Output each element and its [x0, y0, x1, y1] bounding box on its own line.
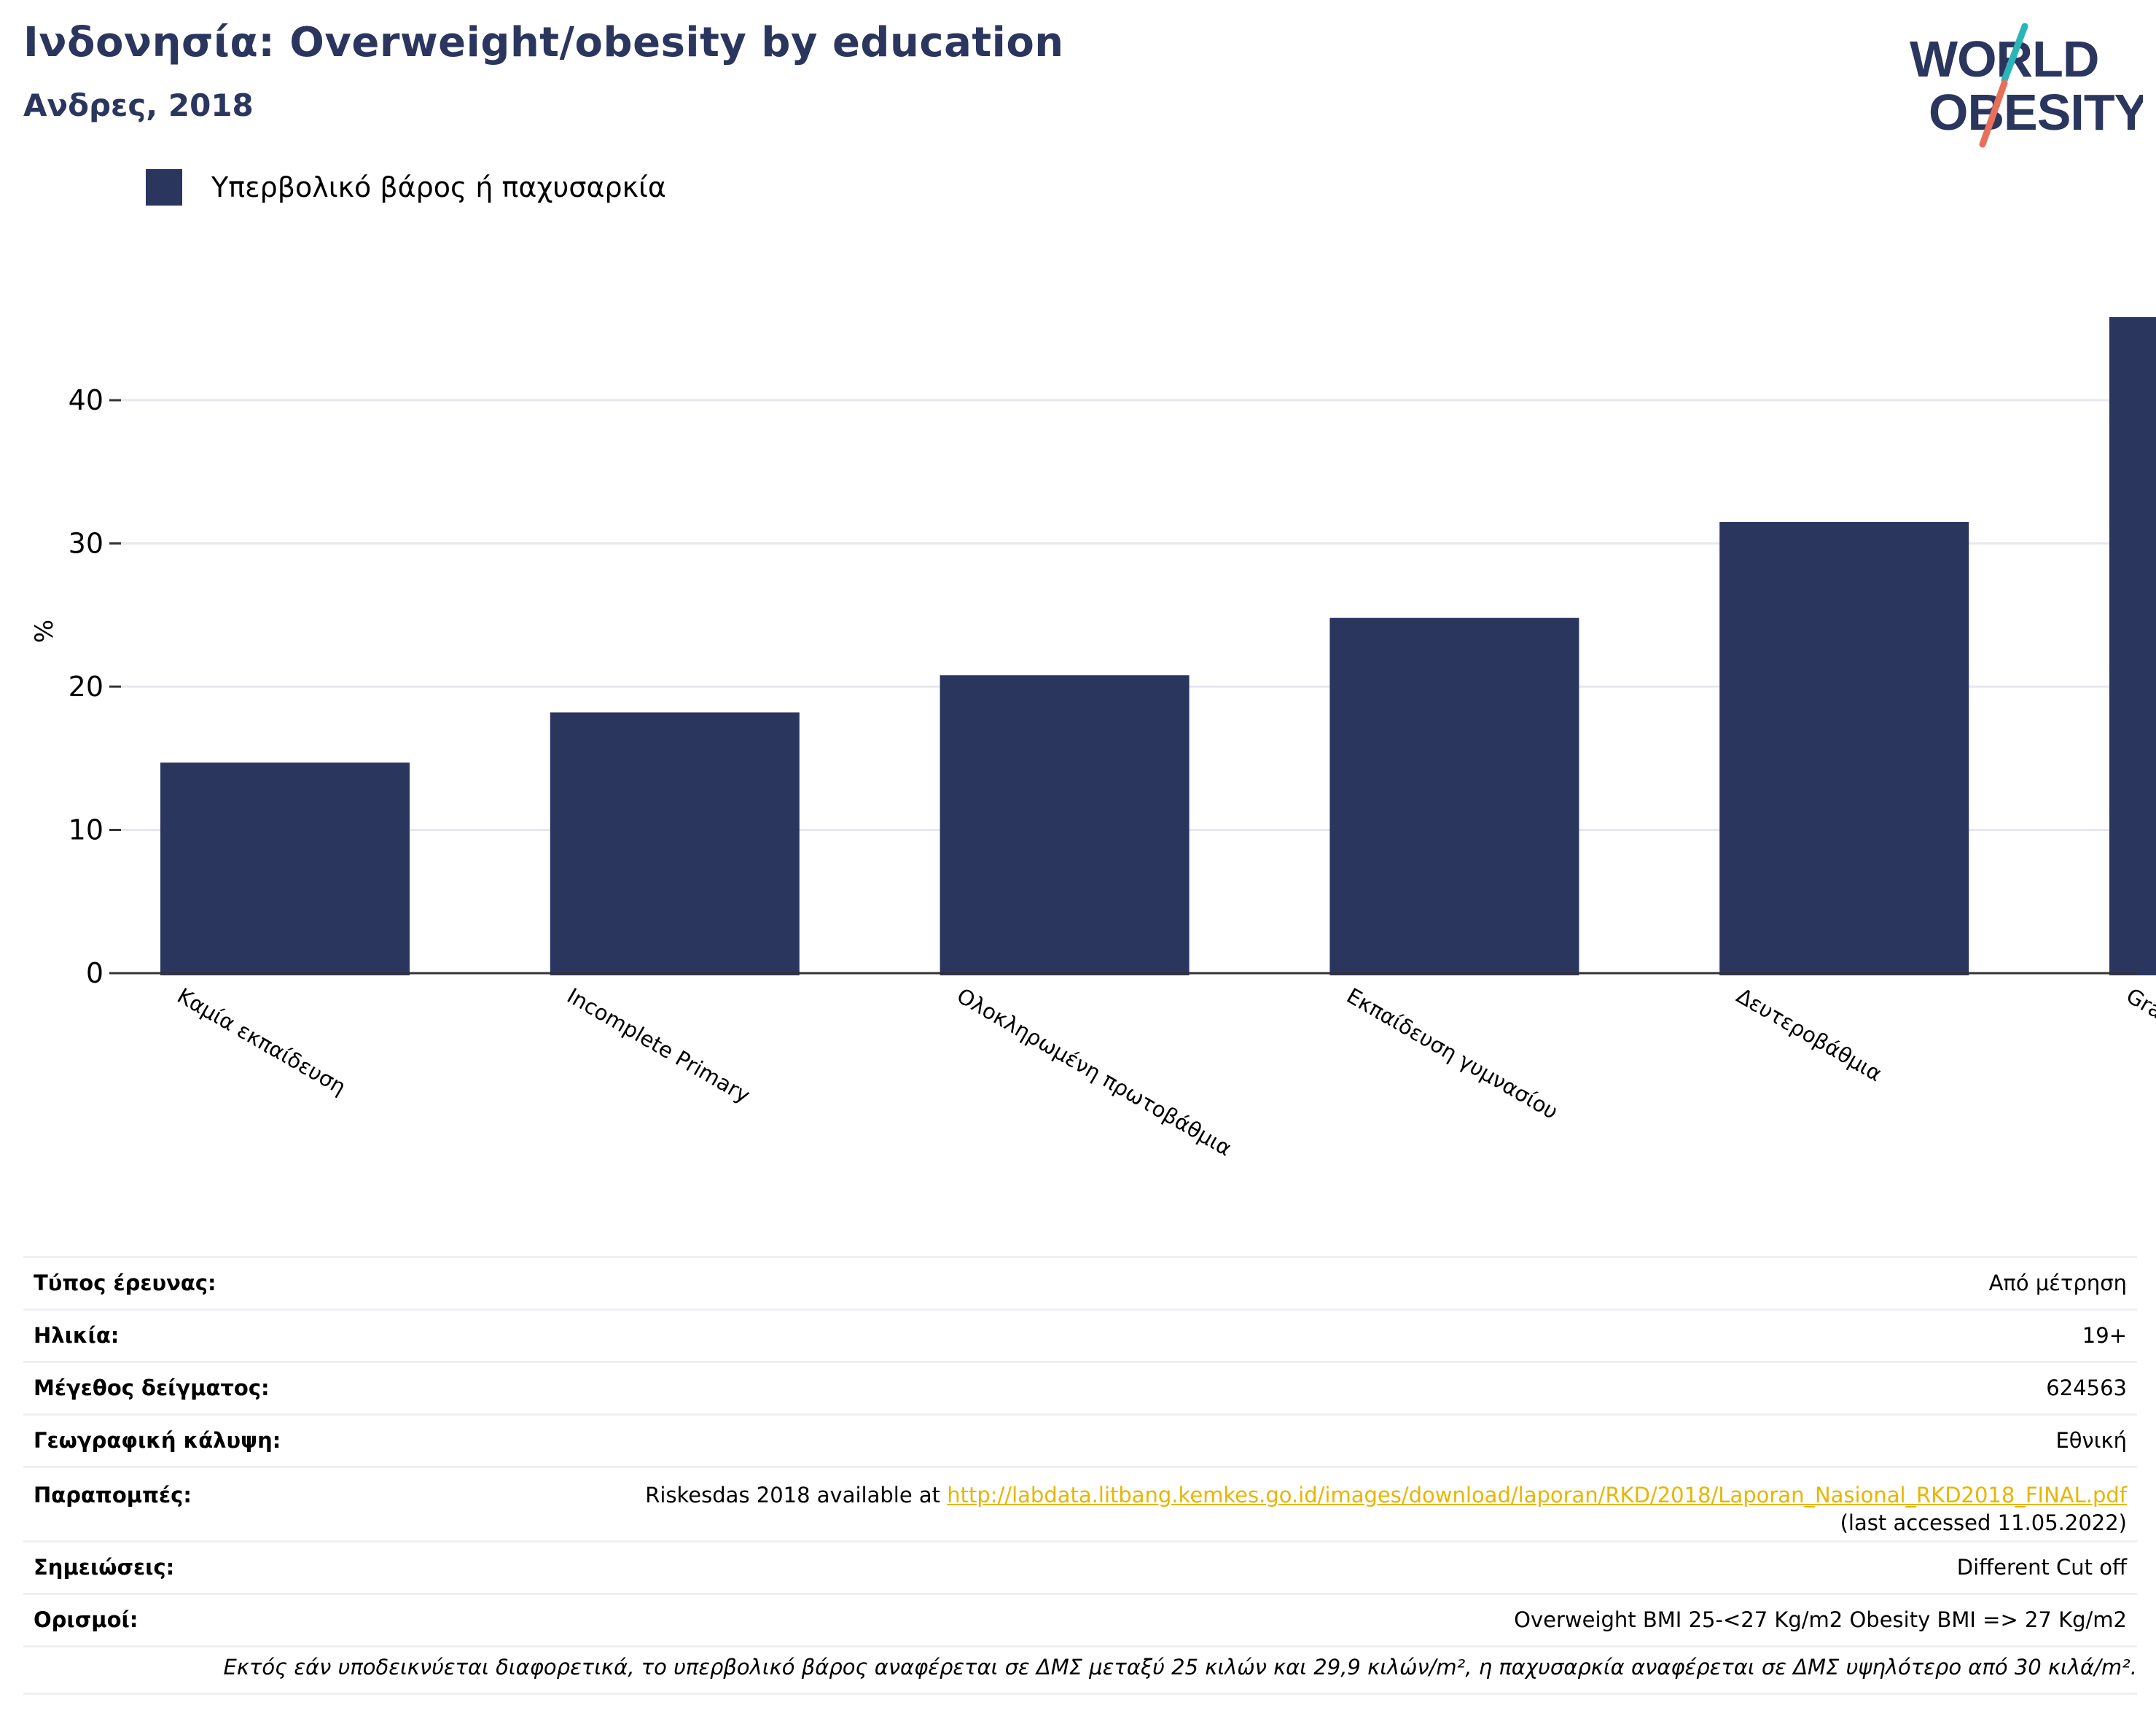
y-tick-label: 20	[69, 671, 103, 703]
bar-chart: 0 10 20 30 40% Καμία εκπαίδευση Incomplete Pri…	[30, 317, 2156, 1161]
bar	[940, 675, 1190, 975]
chart-title: Ινδονησία: Overweight/obesity by educati…	[23, 19, 1064, 66]
survey-info-table: Τύπος έρευνας: Από μέτρηση Ηλικία: 19+ Μέγεθ…	[23, 1256, 2137, 1647]
references-suffix: (last accessed 11.05.2022)	[1840, 1510, 2127, 1535]
x-tick-label: Incomplete Primary	[563, 983, 754, 1108]
y-tick-label: 0	[86, 957, 103, 989]
info-row-definitions-key: Ορισμοί:	[23, 1593, 481, 1647]
info-row: Τύπος έρευνας: Από μέτρηση	[23, 1256, 2137, 1311]
chart-subtitle: Ανδρες, 2018	[23, 87, 254, 123]
x-tick-label: Graduate	[2122, 983, 2156, 1054]
logo-slash-coral	[1979, 79, 2008, 148]
world-obesity-logo: WORLD OBESITY	[1910, 23, 2143, 148]
bar	[160, 762, 410, 975]
info-row-notes-value: Different Cut off	[481, 1541, 2137, 1595]
info-row-definitions-value: Overweight BMI 25-<27 Kg/m2 Obesity BMI …	[481, 1593, 2137, 1647]
info-row-key: Ηλικία:	[23, 1309, 481, 1363]
info-row-key: Γεωγραφική κάλυψη:	[23, 1414, 481, 1468]
info-row-notes-key: Σημειώσεις:	[23, 1541, 481, 1595]
references-link[interactable]: http://labdata.litbang.kemkes.go.id/imag…	[947, 1483, 2127, 1507]
info-row-value: 624563	[481, 1362, 2137, 1416]
info-row-definitions: Ορισμοί: Overweight BMI 25-<27 Kg/m2 Obes…	[23, 1593, 2137, 1647]
y-axis-label: %	[30, 620, 59, 643]
x-tick-label: Εκπαίδευση γυμνασίου	[1343, 983, 1562, 1125]
bar	[2109, 317, 2156, 975]
y-tick-label: 10	[69, 814, 103, 846]
footnote: Εκτός εάν υποδεικνύεται διαφορετικά, το …	[223, 1655, 2138, 1680]
info-row-value: Εθνική	[481, 1414, 2137, 1468]
bar	[550, 712, 800, 975]
y-tick-label: 40	[69, 384, 103, 416]
legend-label: Υπερβολικό βάρος ή παχυσαρκία	[211, 171, 666, 203]
info-row-key: Τύπος έρευνας:	[23, 1256, 481, 1311]
legend-swatch	[146, 169, 182, 206]
x-tick-label: Ολοκληρωμένη πρωτοβάθμια	[953, 983, 1236, 1161]
y-tick-label: 30	[69, 528, 103, 560]
chart-legend: Υπερβολικό βάρος ή παχυσαρκία	[146, 169, 666, 206]
footer-divider	[23, 1693, 2137, 1695]
info-row-notes: Σημειώσεις: Different Cut off	[23, 1541, 2137, 1595]
info-row-key: Παραπομπές:	[23, 1467, 481, 1542]
info-row-references: Παραπομπές: Riskesdas 2018 available at h…	[23, 1467, 2137, 1542]
bars-layer	[160, 317, 2156, 975]
info-row-value: Από μέτρηση	[481, 1256, 2137, 1311]
references-prefix: Riskesdas 2018 available at	[645, 1483, 948, 1507]
logo-slash-teal	[2001, 23, 2028, 84]
references-value: Riskesdas 2018 available at http://labda…	[481, 1467, 2137, 1542]
info-row-key: Μέγεθος δείγματος:	[23, 1362, 481, 1416]
x-tick-label: Καμία εκπαίδευση	[173, 983, 351, 1100]
info-row-value: 19+	[481, 1309, 2137, 1363]
info-row: Ηλικία: 19+	[23, 1309, 2137, 1363]
bar	[1719, 522, 1969, 975]
x-tick-label: Δευτεροβάθμια	[1733, 983, 1886, 1087]
info-row: Γεωγραφική κάλυψη: Εθνική	[23, 1414, 2137, 1468]
bar	[1329, 617, 1579, 975]
logo-line-2: OBESITY	[1929, 84, 2143, 141]
info-row: Μέγεθος δείγματος: 624563	[23, 1362, 2137, 1416]
